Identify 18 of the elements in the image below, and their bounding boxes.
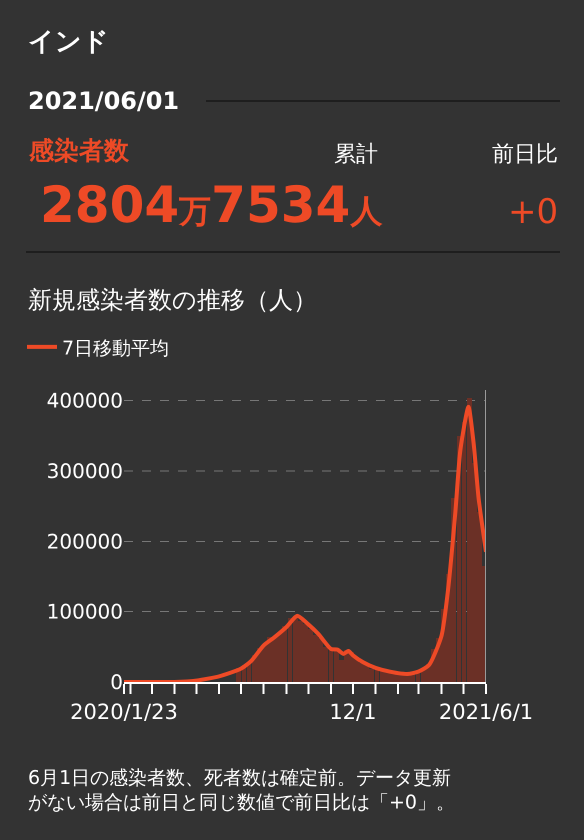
y-tick-label: 300000 [46,458,123,483]
x-tick-label: 2021/6/1 [438,700,534,724]
text: 新規感染者数の推移（人） [28,286,317,314]
chart-title: インド [28,27,109,57]
y-tick-label: 100000 [46,600,123,624]
x-tick-label: 2020/1/23 [70,700,178,724]
y-tick-label: 0 [110,670,123,694]
x-tick-label: 12/1 [329,700,376,724]
text: 累計 [334,142,378,167]
y-tick-label: 400000 [46,388,123,413]
chart-subtitle: 2021/06/01 [28,87,180,115]
y-tick-label: 200000 [46,529,123,554]
text: 2804万7534人 [40,176,384,234]
text: +0 [508,192,558,232]
legend-label: 7日移動平均 [62,337,170,360]
text: 前日比 [492,142,558,167]
text: 6月1日の感染者数、死者数は確定前。データ更新がない場合は前日と同じ数値で前日比は「+0」。 [28,767,456,814]
text: 感染者数 [28,136,130,165]
